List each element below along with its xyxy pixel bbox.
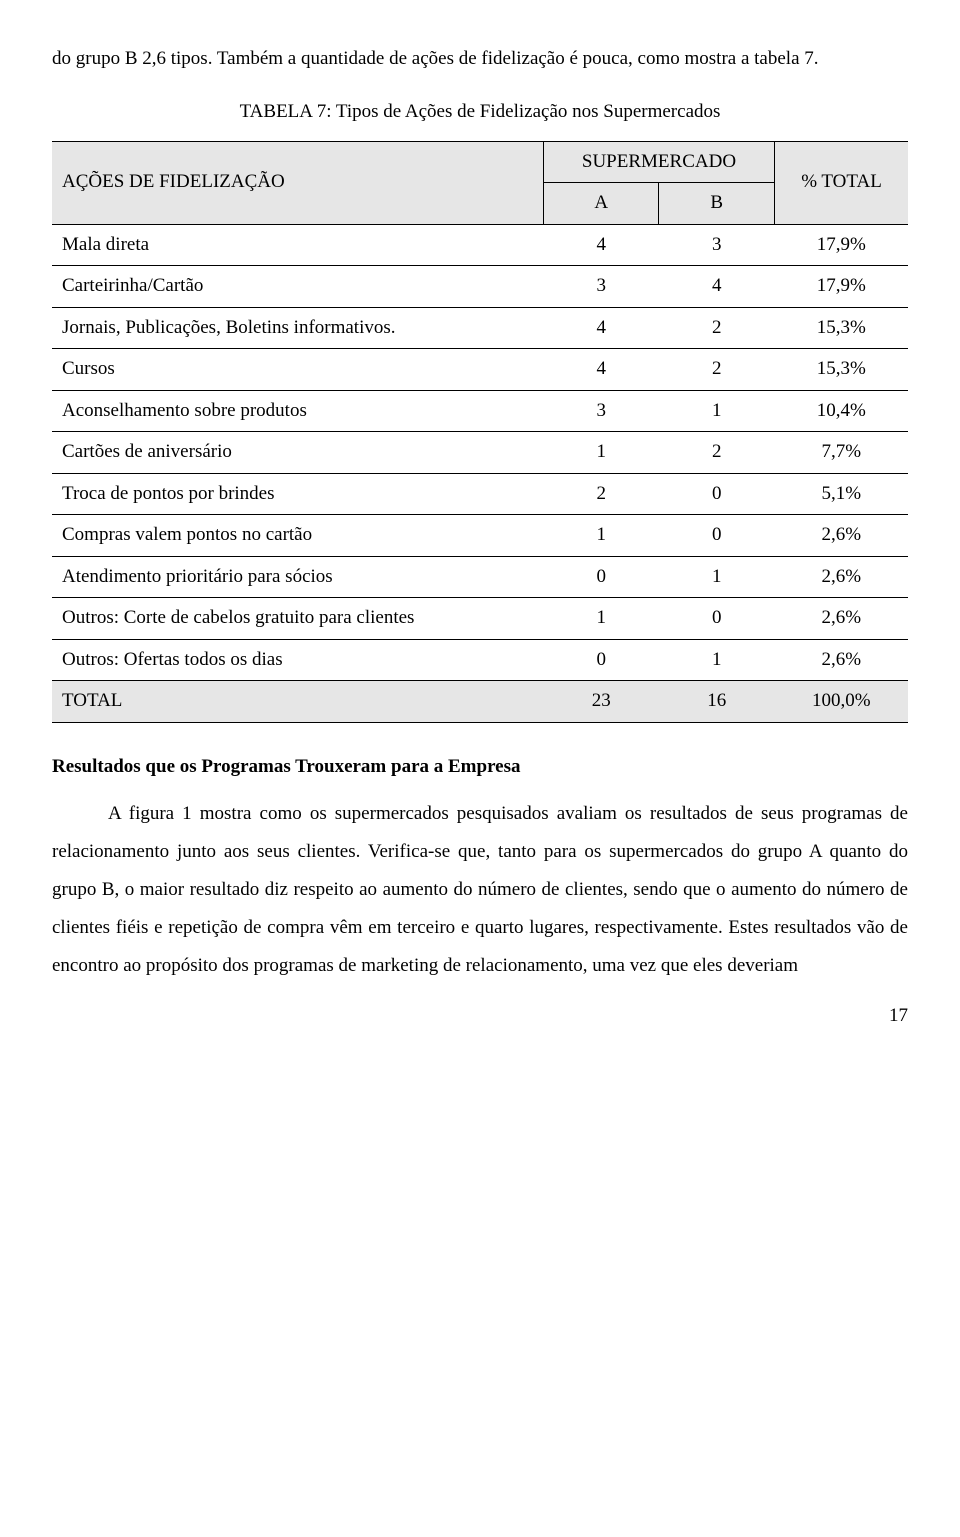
total-a: 23 xyxy=(543,681,659,723)
table-total-row: TOTAL 23 16 100,0% xyxy=(52,681,908,723)
row-pct: 17,9% xyxy=(775,224,908,266)
row-label: Cartões de aniversário xyxy=(52,432,543,474)
header-col-a: A xyxy=(543,183,659,225)
row-label: Outros: Ofertas todos os dias xyxy=(52,639,543,681)
row-a: 1 xyxy=(543,515,659,557)
header-col-b: B xyxy=(659,183,775,225)
row-b: 3 xyxy=(659,224,775,266)
row-a: 3 xyxy=(543,390,659,432)
row-a: 0 xyxy=(543,556,659,598)
row-b: 1 xyxy=(659,556,775,598)
row-label: Mala direta xyxy=(52,224,543,266)
table-row: Troca de pontos por brindes 2 0 5,1% xyxy=(52,473,908,515)
table-row: Mala direta 4 3 17,9% xyxy=(52,224,908,266)
row-label: Jornais, Publicações, Boletins informati… xyxy=(52,307,543,349)
row-pct: 5,1% xyxy=(775,473,908,515)
row-a: 4 xyxy=(543,224,659,266)
results-heading: Resultados que os Programas Trouxeram pa… xyxy=(52,753,908,782)
row-pct: 2,6% xyxy=(775,515,908,557)
table-row: Cursos 4 2 15,3% xyxy=(52,349,908,391)
row-pct: 15,3% xyxy=(775,349,908,391)
table-row: Aconselhamento sobre produtos 3 1 10,4% xyxy=(52,390,908,432)
row-label: Cursos xyxy=(52,349,543,391)
row-pct: 15,3% xyxy=(775,307,908,349)
table-row: Carteirinha/Cartão 3 4 17,9% xyxy=(52,266,908,308)
row-label: Compras valem pontos no cartão xyxy=(52,515,543,557)
row-a: 1 xyxy=(543,598,659,640)
page-number: 17 xyxy=(52,1005,908,1028)
total-b: 16 xyxy=(659,681,775,723)
row-b: 4 xyxy=(659,266,775,308)
row-label: Outros: Corte de cabelos gratuito para c… xyxy=(52,598,543,640)
row-pct: 7,7% xyxy=(775,432,908,474)
row-pct: 17,9% xyxy=(775,266,908,308)
table-row: Compras valem pontos no cartão 1 0 2,6% xyxy=(52,515,908,557)
table-row: Outros: Corte de cabelos gratuito para c… xyxy=(52,598,908,640)
total-pct: 100,0% xyxy=(775,681,908,723)
row-a: 3 xyxy=(543,266,659,308)
row-label: Atendimento prioritário para sócios xyxy=(52,556,543,598)
row-a: 1 xyxy=(543,432,659,474)
row-label: Troca de pontos por brindes xyxy=(52,473,543,515)
row-a: 4 xyxy=(543,307,659,349)
row-b: 2 xyxy=(659,307,775,349)
row-pct: 2,6% xyxy=(775,556,908,598)
row-b: 0 xyxy=(659,598,775,640)
total-label: TOTAL xyxy=(52,681,543,723)
header-actions: AÇÕES DE FIDELIZAÇÃO xyxy=(52,141,543,224)
row-pct: 2,6% xyxy=(775,639,908,681)
header-supermarket: SUPERMERCADO xyxy=(543,141,774,183)
row-label: Carteirinha/Cartão xyxy=(52,266,543,308)
row-b: 0 xyxy=(659,515,775,557)
table-title: TABELA 7: Tipos de Ações de Fidelização … xyxy=(52,98,908,127)
row-b: 2 xyxy=(659,349,775,391)
header-total: % TOTAL xyxy=(775,141,908,224)
row-a: 2 xyxy=(543,473,659,515)
table-row: Outros: Ofertas todos os dias 0 1 2,6% xyxy=(52,639,908,681)
row-b: 2 xyxy=(659,432,775,474)
row-b: 1 xyxy=(659,639,775,681)
row-b: 1 xyxy=(659,390,775,432)
table-7: AÇÕES DE FIDELIZAÇÃO SUPERMERCADO % TOTA… xyxy=(52,141,908,723)
row-b: 0 xyxy=(659,473,775,515)
row-label: Aconselhamento sobre produtos xyxy=(52,390,543,432)
row-pct: 2,6% xyxy=(775,598,908,640)
table-row: Jornais, Publicações, Boletins informati… xyxy=(52,307,908,349)
table-row: Cartões de aniversário 1 2 7,7% xyxy=(52,432,908,474)
row-a: 0 xyxy=(543,639,659,681)
intro-paragraph: do grupo B 2,6 tipos. Também a quantidad… xyxy=(52,40,908,78)
results-body: A figura 1 mostra como os supermercados … xyxy=(52,795,908,985)
row-pct: 10,4% xyxy=(775,390,908,432)
row-a: 4 xyxy=(543,349,659,391)
table-row: Atendimento prioritário para sócios 0 1 … xyxy=(52,556,908,598)
